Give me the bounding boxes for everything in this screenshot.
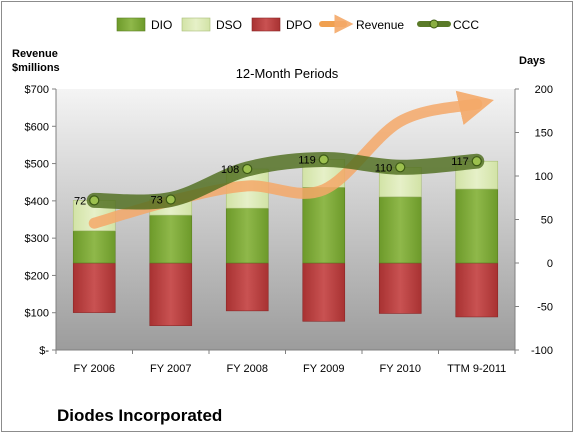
- ccc-point: [242, 163, 253, 175]
- ccc-data-label: 108: [221, 164, 239, 176]
- ccc-point: [89, 195, 100, 206]
- legend: DIO DSO DPO Revenue CCC: [116, 14, 479, 34]
- dpo-bar: [72, 262, 116, 313]
- ccc-point: [318, 154, 329, 165]
- ccc-line: [86, 151, 485, 210]
- dio-bar: [149, 214, 193, 264]
- legend-swatch-dio: [116, 17, 146, 32]
- right-axis-tick-label: 0: [547, 258, 553, 270]
- left-axis-tick-label: $-: [39, 345, 49, 357]
- dio-bar: [455, 188, 499, 264]
- ccc-data-label: 110: [375, 162, 393, 174]
- dio-bar: [378, 196, 422, 264]
- plot-area: [56, 89, 515, 350]
- dio-bar: [225, 207, 269, 264]
- ccc-data-label: 117: [451, 156, 469, 168]
- dpo-bar: [302, 262, 346, 322]
- left-axis-tick-label: $100: [25, 308, 49, 320]
- right-axis-tick-label: 150: [535, 128, 553, 140]
- legend-swatch-dpo: [251, 17, 281, 32]
- left-axis-title-line2: $millions: [12, 62, 60, 74]
- x-axis-tick-label: FY 2008: [227, 363, 268, 375]
- left-axis-tick-label: $600: [25, 121, 49, 133]
- dpo-bar: [378, 262, 422, 314]
- left-axis-tick-label: $300: [25, 233, 49, 245]
- dio-bar: [302, 187, 346, 264]
- ccc-point: [471, 156, 482, 167]
- x-axis-tick-label: FY 2009: [303, 363, 344, 375]
- left-axis-tick-label: $500: [25, 159, 49, 171]
- x-axis-tick-label: FY 2006: [74, 363, 115, 375]
- dpo-bar: [149, 262, 193, 326]
- x-axis-tick-label: FY 2007: [150, 363, 191, 375]
- right-axis-tick-label: -100: [531, 345, 553, 357]
- ccc-point: [395, 162, 406, 173]
- right-axis-tick-label: 100: [535, 171, 553, 183]
- legend-marker-ccc: [429, 19, 439, 29]
- x-axis-tick-label: TTM 9-2011: [447, 363, 506, 375]
- legend-label-dpo: DPO: [286, 18, 312, 32]
- legend-label-revenue: Revenue: [356, 18, 404, 32]
- ccc-data-label: 119: [298, 154, 316, 166]
- legend-swatch-dso: [181, 17, 211, 32]
- x-axis-tick-label: FY 2010: [380, 363, 421, 375]
- right-axis-tick-label: 200: [535, 84, 553, 96]
- legend-label-dio: DIO: [151, 18, 172, 32]
- axes-group: $- $100 $200 $300 $400 $500 $600 $700 -100 -50 0 50…: [25, 84, 553, 375]
- dpo-bar: [225, 262, 269, 312]
- left-axis-title-line1: Revenue: [12, 48, 58, 60]
- dpo-bar: [455, 262, 499, 318]
- legend-label-dso: DSO: [216, 18, 242, 32]
- company-title: Diodes Incorporated: [57, 406, 223, 425]
- ccc-data-label: 73: [151, 194, 163, 206]
- left-axis-tick-label: $700: [25, 84, 49, 96]
- ccc-data-label: 72: [74, 195, 86, 207]
- dio-bar: [72, 230, 116, 264]
- ccc-point: [165, 194, 176, 205]
- right-axis-tick-label: -50: [537, 302, 553, 314]
- left-axis-tick-label: $400: [25, 196, 49, 208]
- chart-title: 12-Month Periods: [236, 66, 339, 81]
- right-axis-title: Days: [519, 55, 545, 67]
- right-axis-tick-label: 50: [541, 215, 553, 227]
- left-axis-tick-label: $200: [25, 270, 49, 282]
- legend-label-ccc: CCC: [453, 18, 479, 32]
- lines-group: 72 73 108 119 110 117: [74, 90, 494, 229]
